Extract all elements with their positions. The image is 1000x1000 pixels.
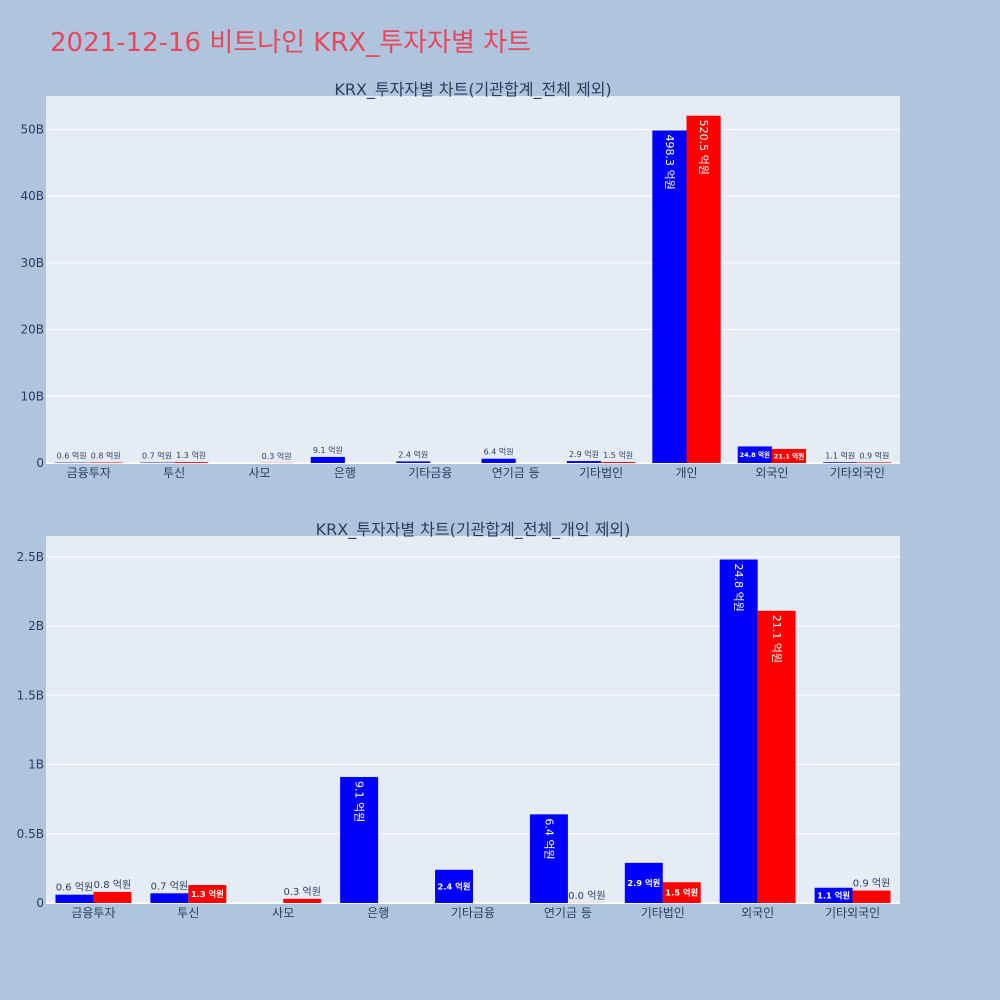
- x-tick-label: 기타외국인: [825, 906, 880, 920]
- data-label: 24.8 억원: [732, 564, 745, 612]
- bar-sell: [737, 446, 772, 463]
- data-label: 21.1 억원: [774, 451, 804, 460]
- data-label: 2.4 억원: [398, 449, 428, 459]
- data-label: 1.3 억원: [176, 450, 206, 460]
- bar-buy: [771, 448, 807, 463]
- x-tick-label: 금융투자: [67, 466, 111, 480]
- y-tick-label: 2B: [28, 619, 44, 633]
- x-tick-label: 투신: [177, 906, 199, 920]
- chart-title: KRX_투자자별 차트(기관합계_전체 제외): [334, 80, 611, 100]
- bar-buy: [686, 115, 721, 464]
- data-label: 0.7 억원: [151, 880, 188, 892]
- y-tick-label: 0: [36, 456, 44, 470]
- bar-buy: [662, 882, 701, 903]
- bar-sell: [435, 869, 473, 903]
- x-tick-label: 연기금 등: [544, 906, 592, 920]
- bar-sell: [310, 456, 345, 463]
- data-label: 1.1 억원: [817, 890, 850, 900]
- data-label: 520.5 억원: [697, 120, 710, 175]
- data-label: 6.4 억원: [542, 818, 555, 859]
- data-label: 0.8 억원: [94, 879, 131, 891]
- chart-title: KRX_투자자별 차트(기관합계_전체_개인 제외): [316, 520, 631, 540]
- y-tick-label: 1.5B: [17, 688, 44, 702]
- bar-buy: [757, 610, 796, 903]
- data-label: 1.5 억원: [603, 450, 633, 460]
- data-label: 0.6 억원: [56, 882, 93, 894]
- data-label: 2.4 억원: [438, 881, 471, 891]
- bar-sell: [340, 776, 379, 903]
- x-tick-label: 기타법인: [641, 906, 685, 920]
- bar-sell: [719, 559, 758, 903]
- x-tick-label: 은행: [334, 465, 356, 480]
- bar-buy: [93, 891, 132, 903]
- y-tick-label: 30B: [20, 256, 44, 270]
- x-tick-label: 사모: [272, 906, 294, 920]
- bar-buy: [283, 898, 322, 903]
- data-label: 6.4 억원: [484, 447, 514, 457]
- bar-buy: [852, 890, 891, 903]
- data-label: 0.9 억원: [853, 878, 890, 890]
- x-tick-label: 은행: [367, 905, 389, 920]
- bar-sell: [566, 461, 602, 463]
- data-label: 21.1 억원: [770, 615, 783, 663]
- page-title: 2021-12-16 비트나인 KRX_투자자별 차트: [50, 28, 532, 58]
- bar-sell: [396, 461, 431, 463]
- bar-sell: [150, 893, 189, 903]
- bar-buy: [88, 462, 123, 463]
- data-label: 0.7 억원: [142, 451, 172, 461]
- x-tick-label: 기타금융: [451, 906, 495, 920]
- x-tick-label: 기타외국인: [830, 466, 885, 480]
- y-tick-label: 20B: [20, 323, 44, 337]
- data-label: 9.1 억원: [353, 781, 366, 822]
- data-label: 0.3 억원: [283, 886, 320, 898]
- data-label: 24.8 억원: [740, 450, 770, 459]
- data-label: 1.1 억원: [825, 450, 855, 460]
- x-tick-label: 개인: [675, 466, 697, 480]
- data-label: 9.1 억원: [313, 445, 343, 455]
- plot-area: [46, 96, 900, 463]
- y-tick-label: 40B: [20, 189, 44, 203]
- y-tick-label: 10B: [20, 389, 44, 403]
- y-tick-label: 0.5B: [17, 827, 44, 841]
- y-tick-label: 2.5B: [17, 550, 44, 564]
- x-tick-label: 기타금융: [408, 466, 452, 480]
- x-tick-label: 외국인: [755, 466, 788, 480]
- bar-buy: [188, 884, 227, 903]
- bar-sell: [823, 462, 858, 463]
- data-label: 1.5 억원: [665, 888, 698, 898]
- x-tick-label: 금융투자: [71, 906, 115, 920]
- bar-sell: [55, 894, 94, 903]
- bar-buy: [174, 462, 209, 463]
- bar-sell: [529, 814, 568, 903]
- x-tick-label: 투신: [163, 466, 185, 480]
- bar-sell: [652, 130, 687, 464]
- bar-buy: [601, 461, 636, 463]
- data-label: 2.9 억원: [627, 878, 660, 888]
- y-tick-label: 50B: [20, 122, 44, 136]
- x-tick-label: 연기금 등: [492, 466, 540, 480]
- data-label: 0.8 억원: [91, 450, 121, 460]
- bar-sell: [814, 887, 853, 903]
- data-label: 0.9 억원: [859, 450, 889, 460]
- x-tick-label: 외국인: [741, 906, 774, 920]
- y-tick-label: 1B: [28, 758, 44, 772]
- x-tick-label: 기타법인: [579, 466, 623, 480]
- data-label: 498.3 억원: [663, 134, 676, 189]
- x-tick-label: 사모: [248, 466, 270, 480]
- data-label: 2.9 억원: [569, 449, 599, 459]
- bar-sell: [481, 458, 516, 463]
- bar-sell: [624, 862, 663, 903]
- bar-buy: [857, 462, 892, 463]
- data-label: 0.6 억원: [57, 451, 87, 461]
- data-label: 0.3 억원: [262, 451, 292, 461]
- data-label: 1.3 억원: [191, 889, 224, 899]
- data-label: 0.0 억원: [568, 890, 605, 902]
- y-tick-label: 0: [36, 896, 44, 910]
